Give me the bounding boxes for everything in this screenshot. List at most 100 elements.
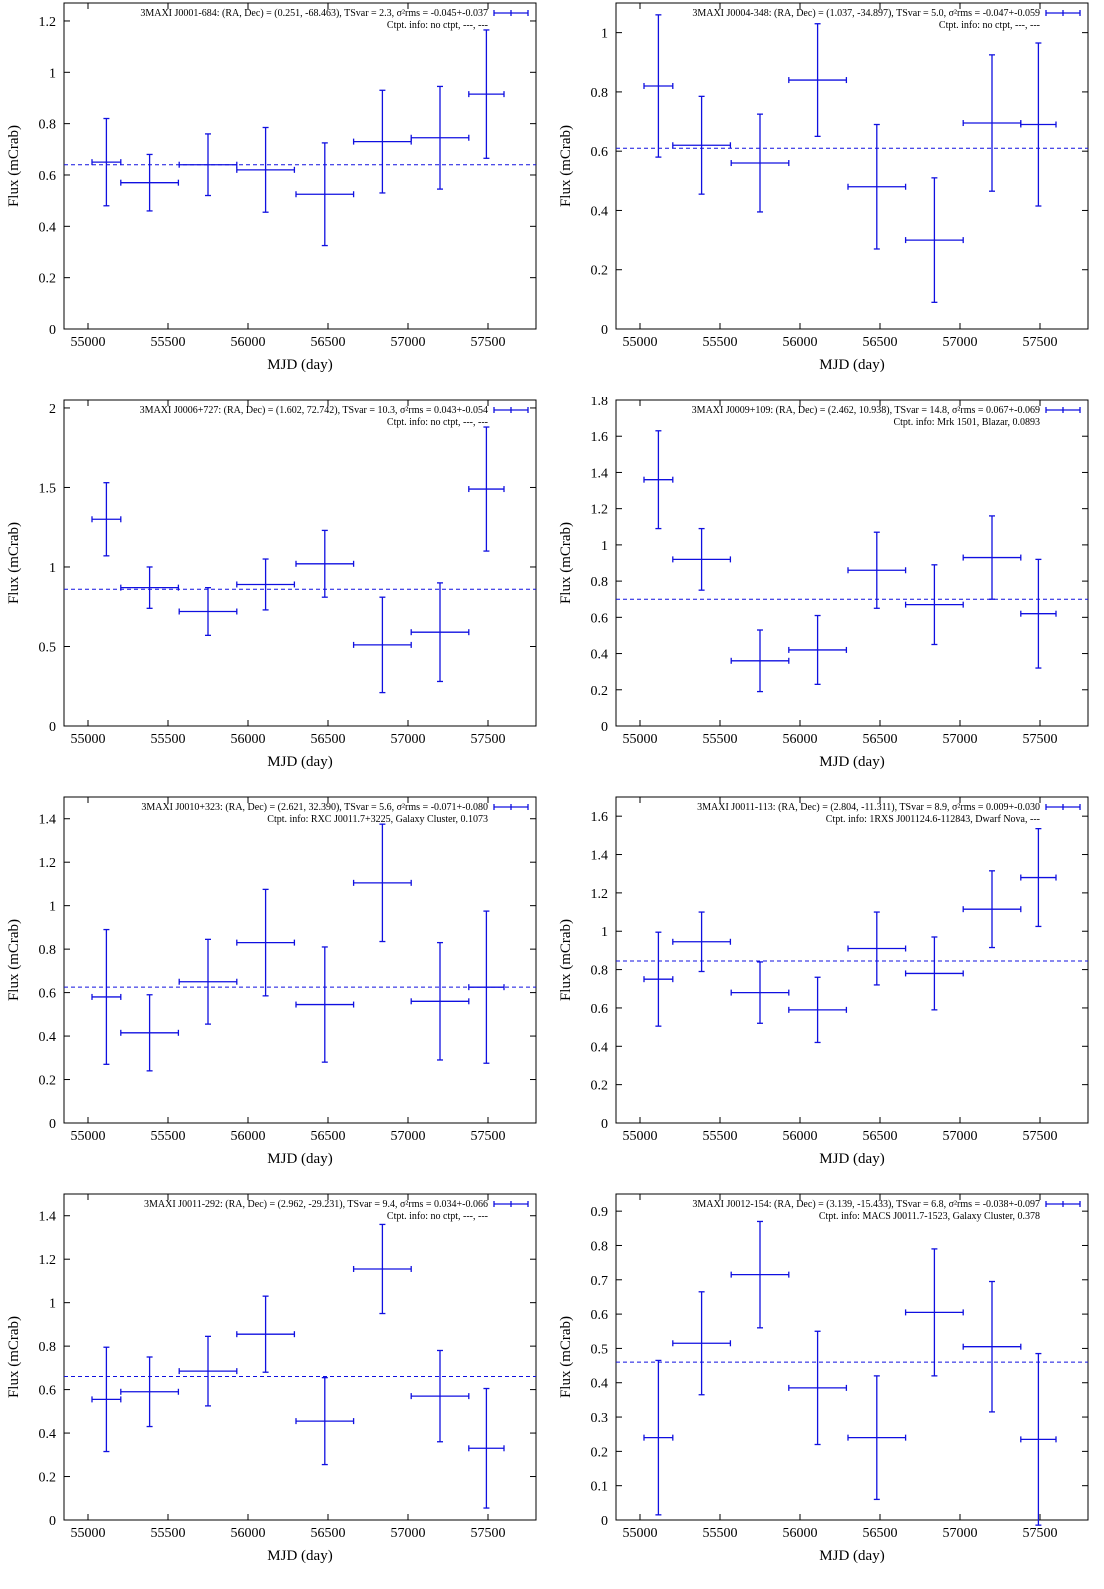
x-axis-label: MJD (day) <box>267 1548 332 1564</box>
x-tick-label: 56500 <box>311 1526 346 1541</box>
x-tick-label: 57000 <box>391 1129 426 1144</box>
legend-source-info: 3MAXI J0010+323: (RA, Dec) = (2.621, 32.… <box>141 802 488 813</box>
legend-source-info: 3MAXI J0001-684: (RA, Dec) = (0.251, -68… <box>140 8 488 19</box>
x-tick-label: 55000 <box>623 1129 658 1144</box>
data-point <box>904 564 964 646</box>
data-point <box>730 1220 790 1329</box>
data-point <box>410 1349 470 1443</box>
data-point <box>352 1223 412 1315</box>
y-tick-label: 1.4 <box>591 849 609 864</box>
data-point <box>672 527 732 591</box>
x-tick-label: 56000 <box>783 1526 818 1541</box>
legend: 3MAXI J0004-348: (RA, Dec) = (1.037, -34… <box>692 8 1081 31</box>
y-tick-label: 0.4 <box>591 1377 609 1392</box>
legend-counterpart-info: Ctpt. info: no ctpt, ---, --- <box>387 1211 488 1222</box>
x-tick-label: 55000 <box>623 1526 658 1541</box>
light-curve-chart: 55000 55500 56000 56500 57000 57500 0 0.2 0.4 0.6… <box>6 1193 537 1564</box>
x-tick-label: 57500 <box>1023 1526 1058 1541</box>
data-point <box>468 426 505 552</box>
data-point <box>904 177 964 303</box>
x-tick-label: 55500 <box>703 732 738 747</box>
x-tick-label: 55000 <box>71 732 106 747</box>
y-tick-label: 0.3 <box>591 1411 609 1426</box>
data-point <box>672 1291 732 1396</box>
x-tick-label: 55500 <box>151 335 186 350</box>
data-point <box>672 95 732 195</box>
data-point <box>295 142 355 247</box>
legend-source-info: 3MAXI J0011-113: (RA, Dec) = (2.804, -11… <box>697 802 1040 813</box>
y-tick-label: 0.4 <box>591 648 609 663</box>
data-point <box>847 123 907 250</box>
x-tick-label: 55000 <box>71 335 106 350</box>
legend-source-info: 3MAXI J0012-154: (RA, Dec) = (3.139, -15… <box>692 1199 1040 1210</box>
legend: 3MAXI J0010+323: (RA, Dec) = (2.621, 32.… <box>141 802 529 825</box>
y-tick-label: 2 <box>49 402 56 417</box>
y-axis-label: Flux (mCrab) <box>6 1316 22 1398</box>
y-tick-label: 0.8 <box>39 118 57 133</box>
y-tick-label: 0.4 <box>591 1040 609 1055</box>
x-tick-label: 56000 <box>783 1129 818 1144</box>
plot-frame <box>63 2 537 330</box>
x-tick-label: 57500 <box>471 732 506 747</box>
light-curve-panel: 55000 55500 56000 56500 57000 57500 0 0.2 0.4 0.6… <box>552 397 1104 794</box>
data-point <box>643 430 674 530</box>
x-tick-label: 55500 <box>151 1526 186 1541</box>
y-tick-label: 1 <box>49 900 56 915</box>
data-point <box>847 1375 907 1501</box>
x-tick-label: 56000 <box>783 335 818 350</box>
x-tick-label: 56000 <box>231 1526 266 1541</box>
data-point <box>236 558 296 611</box>
y-tick-label: 1.2 <box>591 887 609 902</box>
legend-source-info: 3MAXI J0006+727: (RA, Dec) = (1.602, 72.… <box>140 405 488 416</box>
plot-frame <box>615 1193 1089 1521</box>
y-tick-label: 0.6 <box>591 145 609 160</box>
y-tick-label: 0.5 <box>591 1342 609 1357</box>
x-tick-label: 56500 <box>863 335 898 350</box>
data-point <box>788 976 848 1044</box>
x-tick-label: 55000 <box>623 732 658 747</box>
y-tick-label: 1.4 <box>39 813 57 828</box>
y-tick-label: 0.8 <box>591 1239 609 1254</box>
x-tick-label: 55500 <box>703 1526 738 1541</box>
data-point <box>788 1330 848 1446</box>
data-point <box>352 596 412 694</box>
y-tick-label: 0.2 <box>39 272 57 287</box>
x-tick-label: 57000 <box>391 335 426 350</box>
y-tick-label: 0.6 <box>591 1308 609 1323</box>
x-tick-label: 57500 <box>471 1526 506 1541</box>
y-tick-label: 1 <box>49 561 56 576</box>
y-tick-label: 1 <box>601 539 608 554</box>
y-tick-label: 1 <box>49 1297 56 1312</box>
y-tick-label: 1.4 <box>591 466 609 481</box>
data-point <box>236 1295 296 1373</box>
y-tick-label: 1 <box>601 925 608 940</box>
y-tick-label: 0 <box>601 720 608 735</box>
x-tick-label: 56500 <box>311 1129 346 1144</box>
data-point <box>788 23 848 138</box>
x-axis-label: MJD (day) <box>267 1151 332 1167</box>
x-axis-label: MJD (day) <box>267 357 332 373</box>
legend: 3MAXI J0009+109: (RA, Dec) = (2.462, 10.… <box>692 405 1081 428</box>
y-tick-label: 0.6 <box>591 1002 609 1017</box>
light-curve-panel: 55000 55500 56000 56500 57000 57500 0 0.2 0.4 0.6… <box>552 794 1104 1191</box>
legend-counterpart-info: Ctpt. info: no ctpt, ---, --- <box>387 20 488 31</box>
data-point <box>120 566 180 609</box>
y-tick-label: 0.4 <box>39 1030 57 1045</box>
plot-frame <box>615 2 1089 330</box>
y-tick-label: 1 <box>49 66 56 81</box>
y-tick-label: 0.9 <box>591 1205 609 1220</box>
data-point <box>1020 827 1057 928</box>
legend: 3MAXI J0012-154: (RA, Dec) = (3.139, -15… <box>692 1199 1081 1222</box>
data-point <box>962 54 1022 192</box>
y-axis-label: Flux (mCrab) <box>558 125 574 207</box>
data-point <box>410 941 470 1061</box>
data-point <box>962 870 1022 949</box>
x-tick-label: 56500 <box>863 1129 898 1144</box>
plot-frame <box>63 1193 537 1521</box>
x-tick-label: 56500 <box>863 732 898 747</box>
y-tick-label: 0.6 <box>591 611 609 626</box>
x-tick-label: 57000 <box>943 732 978 747</box>
x-tick-label: 57000 <box>943 1129 978 1144</box>
y-tick-label: 0.8 <box>591 86 609 101</box>
